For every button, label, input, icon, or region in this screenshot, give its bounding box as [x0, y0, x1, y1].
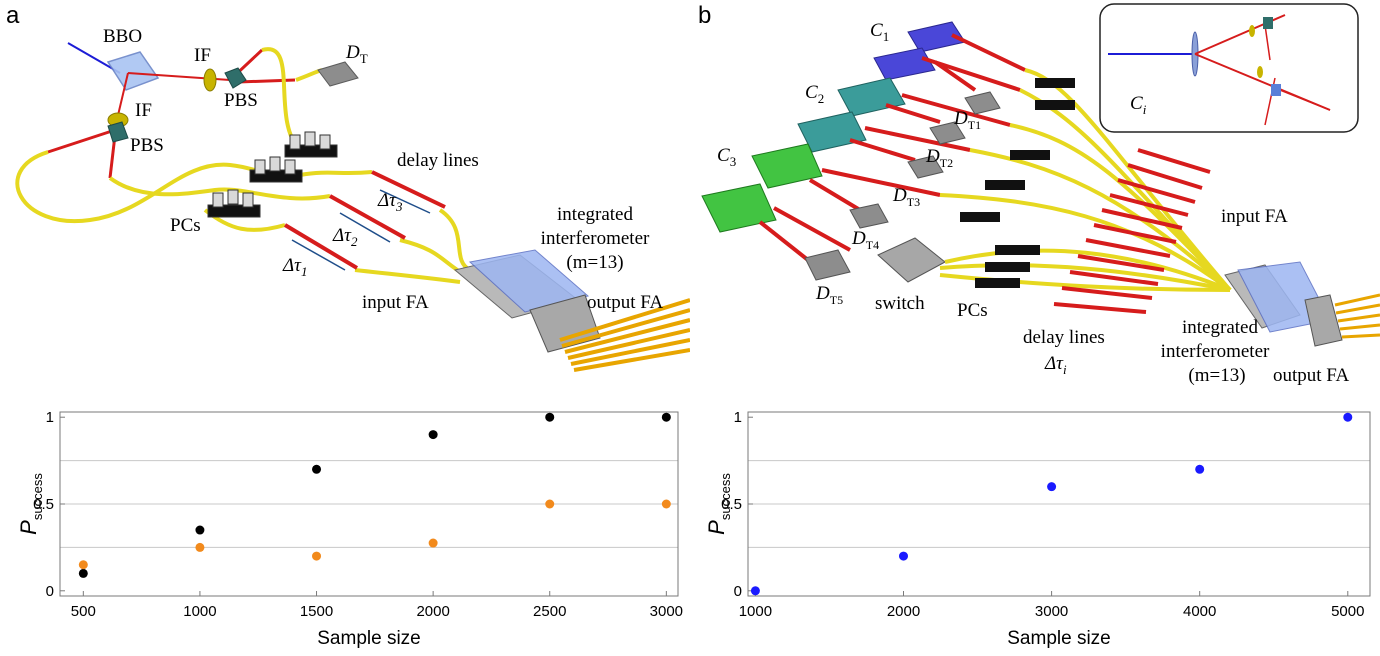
- detector-dt4: [849, 203, 889, 229]
- detector-dt: [317, 61, 359, 87]
- label-delay-lines-b: delay lines: [1023, 327, 1105, 348]
- x-axis-title: Sample size: [317, 628, 421, 649]
- label-bbo: BBO: [103, 26, 143, 47]
- label-tau2: Δτ2: [333, 225, 358, 249]
- detector-dt2: [929, 121, 966, 145]
- y-tick-label-1: 0.5: [721, 496, 742, 513]
- series-1-point-5: [661, 499, 671, 509]
- series-0-point-0: [750, 586, 760, 596]
- series-0-point-2: [1047, 482, 1057, 492]
- label-input-fa: input FA: [362, 292, 429, 313]
- label-pcs-b: PCs: [957, 300, 988, 321]
- y-axis-title: Psuccess: [16, 473, 45, 535]
- label-c3: C3: [717, 145, 737, 169]
- label-input-fa-b: input FA: [1221, 206, 1288, 227]
- label-m-eq: (m=13): [566, 252, 624, 273]
- x-axis-title: Sample size: [1007, 628, 1111, 649]
- y-axis-title: Psuccess: [704, 473, 733, 535]
- chart-b: 1000 2000 3000 4000 5000 0 0.5 1 Sample size Psuc…: [704, 409, 1371, 649]
- x-tick-label-1: 1000: [183, 603, 216, 620]
- label-output-fa-b: output FA: [1273, 365, 1350, 386]
- series-1-point-1: [195, 542, 205, 552]
- pbs-cube-left: [107, 121, 129, 143]
- interferometer-chip: [468, 249, 590, 313]
- label-output-fa: output FA: [587, 292, 664, 313]
- chart-a: 500 1000 1500 2000 2500 3000 0 0.5 1 Sample size P…: [16, 409, 683, 649]
- series-0-point-5: [661, 412, 671, 422]
- series-1-point-4: [545, 499, 555, 509]
- bbo-crystal: [106, 51, 160, 91]
- label-tau3: Δτ3: [378, 190, 403, 214]
- series-0-point-4: [1343, 412, 1353, 422]
- label-switch: switch: [875, 293, 925, 314]
- x-tick-label-0: 500: [71, 603, 96, 620]
- label-if-left: IF: [135, 100, 152, 121]
- label-interferometer: interferometer: [540, 228, 650, 249]
- x-tick-label-0: 1000: [739, 603, 772, 620]
- label-dt4: DT4: [852, 228, 880, 252]
- series-0-point-0: [78, 568, 88, 578]
- x-tick-label-4: 5000: [1331, 603, 1364, 620]
- output-fiber-array: [559, 298, 690, 372]
- series-0-point-3: [1195, 464, 1205, 474]
- x-tick-label-5: 3000: [650, 603, 683, 620]
- label-c1: C1: [870, 20, 890, 44]
- x-tick-label-2: 1500: [300, 603, 333, 620]
- label-dt: DT: [346, 42, 368, 66]
- label-integrated-b: integrated: [1182, 317, 1258, 338]
- label-dt1: DT1: [954, 108, 982, 132]
- y-tick-label-1: 0.5: [33, 496, 54, 513]
- y-tick-label-0: 0: [46, 583, 54, 600]
- y-tick-label-2: 1: [46, 409, 54, 426]
- series-1-point-3: [428, 538, 438, 548]
- panel-a-setup-drawing: [15, 42, 690, 372]
- label-if-top: IF: [194, 45, 211, 66]
- label-tau1: Δτ1: [283, 255, 308, 279]
- series-0-point-4: [545, 412, 555, 422]
- y-tick-label-2: 1: [734, 409, 742, 426]
- x-tick-label-3: 4000: [1183, 603, 1216, 620]
- label-c2: C2: [805, 82, 825, 106]
- detector-dt5: [804, 249, 851, 281]
- label-pbs-top: PBS: [224, 90, 258, 111]
- label-integrated: integrated: [557, 204, 633, 225]
- label-pcs: PCs: [170, 215, 201, 236]
- pbs-cube-top: [224, 67, 247, 89]
- panel-a-letter: a: [6, 2, 20, 29]
- label-tau-i: Δτi: [1045, 353, 1067, 377]
- label-interferometer-b: interferometer: [1160, 341, 1270, 362]
- if-filter-top: [203, 68, 217, 92]
- series-0-point-1: [899, 551, 908, 561]
- label-m-eq-b: (m=13): [1188, 365, 1246, 386]
- panel-b-diagram: b C1 C2 C3 Ci DT1 DT2 DT3 DT4 DT5 switch…: [690, 0, 1380, 395]
- pcs-group-b: [960, 78, 1075, 288]
- panel-b-setup-drawing: [701, 3, 1380, 347]
- label-ci: Ci: [1130, 93, 1147, 117]
- x-tick-label-4: 2500: [533, 603, 566, 620]
- x-tick-label-2: 3000: [1035, 603, 1068, 620]
- series-0-point-2: [312, 464, 322, 474]
- panel-a-diagram: a BBO IF PBS IF PBS DT delay lines PCs Δ…: [0, 0, 690, 390]
- detector-dt3: [907, 155, 944, 179]
- series-0-point-1: [195, 525, 205, 535]
- label-dt5: DT5: [816, 283, 844, 307]
- series-0-point-3: [428, 430, 438, 440]
- x-tick-label-1: 2000: [887, 603, 920, 620]
- label-dt2: DT2: [926, 146, 954, 170]
- pcs-group: [207, 131, 338, 218]
- optical-switch: [877, 237, 946, 283]
- y-tick-label-0: 0: [734, 583, 742, 600]
- label-delay-lines: delay lines: [397, 150, 479, 171]
- series-1-point-0: [78, 560, 88, 570]
- source-c3: [701, 143, 823, 233]
- label-pbs-left: PBS: [130, 135, 164, 156]
- series-1-point-2: [312, 551, 322, 561]
- x-tick-label-3: 2000: [416, 603, 449, 620]
- detector-dt1: [964, 91, 1001, 115]
- panel-b-letter: b: [698, 2, 712, 29]
- source-c1: [873, 21, 966, 81]
- label-dt3: DT3: [893, 185, 921, 209]
